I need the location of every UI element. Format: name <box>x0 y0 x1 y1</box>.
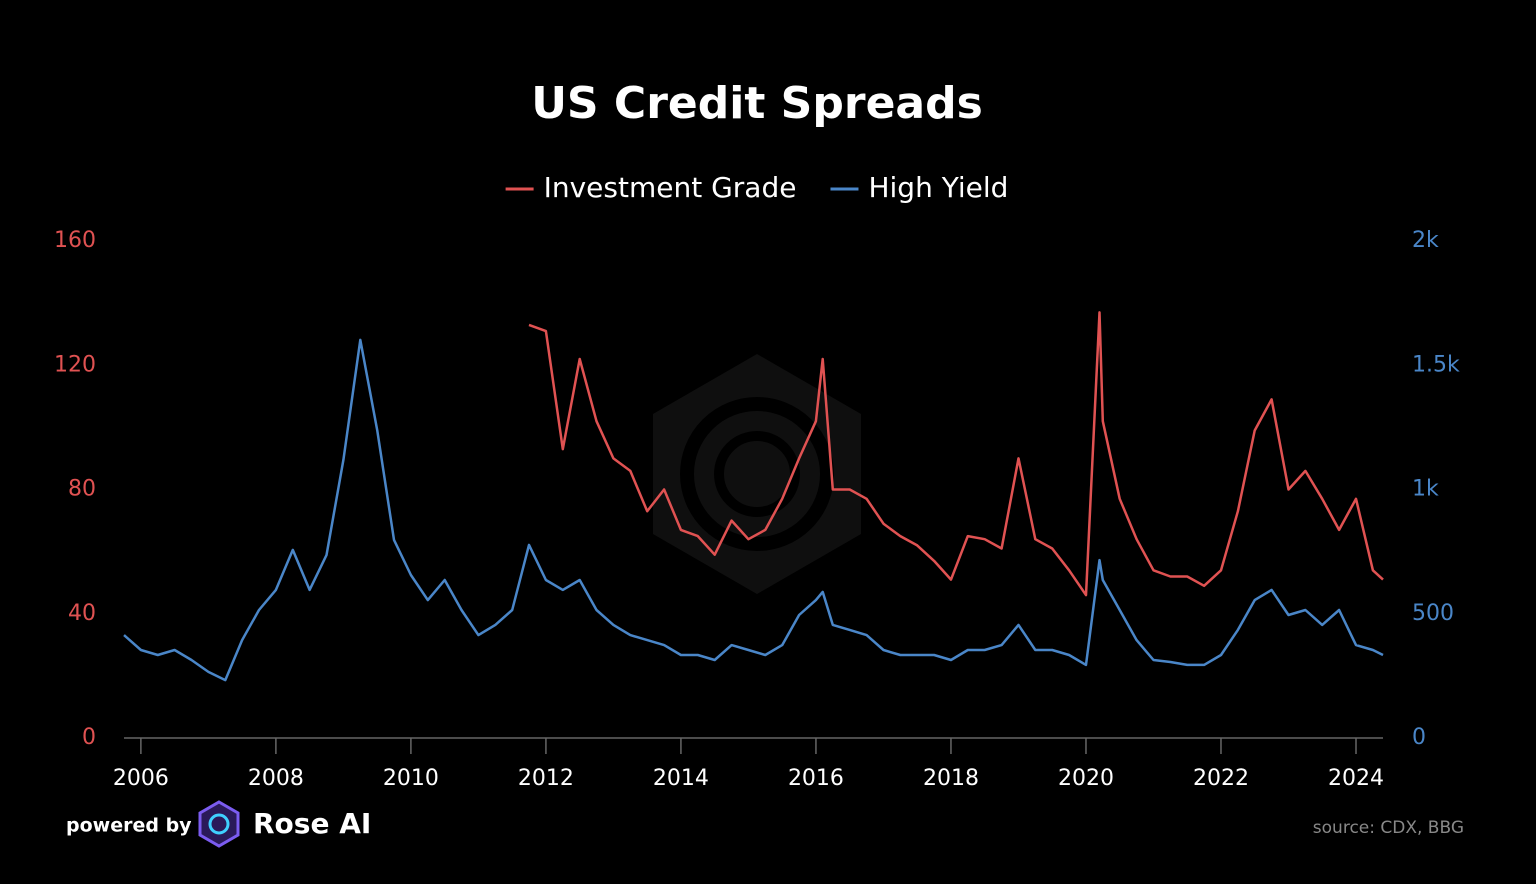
logo <box>198 800 240 848</box>
x-tick-label: 2006 <box>113 766 169 791</box>
legend-label: High Yield <box>868 171 1008 204</box>
y2-tick-label: 1.5k <box>1412 352 1460 377</box>
x-tick-label: 2020 <box>1058 766 1114 791</box>
watermark-hexagon <box>653 354 861 594</box>
x-tick-label: 2016 <box>788 766 844 791</box>
powered-by: powered by <box>66 815 192 837</box>
y-tick-label: 40 <box>68 601 96 626</box>
x-tick-label: 2022 <box>1193 766 1249 791</box>
y2-tick-label: 500 <box>1412 601 1454 626</box>
series-line <box>528 311 1384 597</box>
watermark-ring <box>680 397 834 551</box>
logo-ring <box>208 813 230 835</box>
x-tick-label: 2024 <box>1328 766 1384 791</box>
y-tick-label: 0 <box>82 725 96 750</box>
x-tick-label: 2014 <box>653 766 709 791</box>
y-tick-label: 160 <box>54 228 96 253</box>
y2-tick-label: 1k <box>1412 477 1439 502</box>
legend-label: Investment Grade <box>544 171 797 204</box>
series-line <box>123 338 1384 682</box>
brand: Rose AI <box>253 807 371 840</box>
x-tick-label: 2008 <box>248 766 304 791</box>
x-tick-label: 2012 <box>518 766 574 791</box>
watermark <box>653 354 861 594</box>
x-tick-label: 2018 <box>923 766 979 791</box>
y-tick-label: 120 <box>54 352 96 377</box>
source: source: CDX, BBG <box>1313 818 1464 838</box>
y-tick-label: 80 <box>68 477 96 502</box>
watermark-ring <box>714 431 800 517</box>
y2-tick-label: 2k <box>1412 228 1439 253</box>
x-tick-label: 2010 <box>383 766 439 791</box>
logo-hexagon <box>198 800 240 848</box>
y2-tick-label: 0 <box>1412 725 1426 750</box>
chart-title: US Credit Spreads <box>531 78 983 129</box>
